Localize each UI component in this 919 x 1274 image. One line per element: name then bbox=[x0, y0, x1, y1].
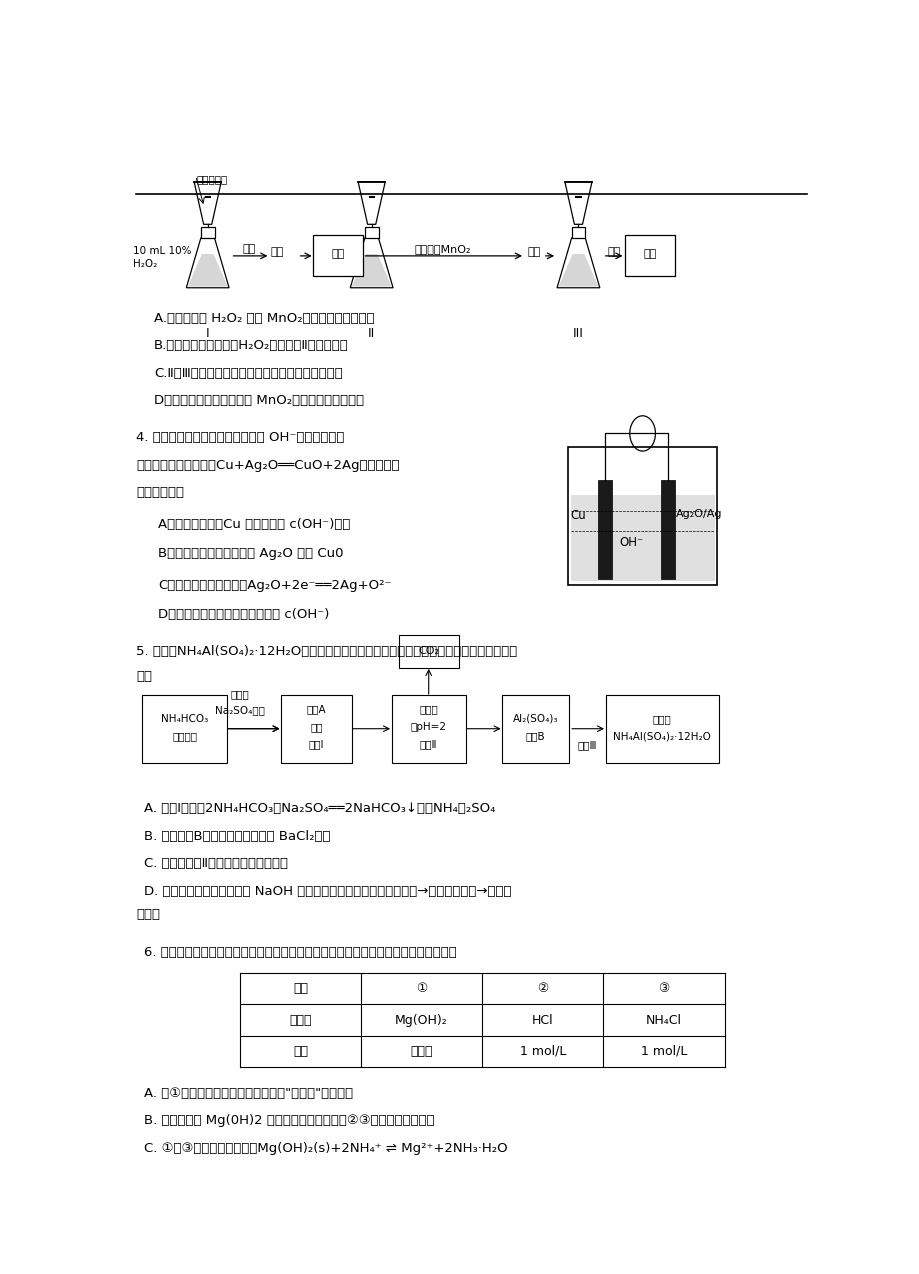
Text: 稀硫酸: 稀硫酸 bbox=[419, 705, 437, 715]
Text: 编号: 编号 bbox=[292, 982, 308, 995]
Text: B. 检验溶液B中阴离子的试剂仅需 BaCl₂溶液: B. 检验溶液B中阴离子的试剂仅需 BaCl₂溶液 bbox=[143, 829, 330, 843]
Text: I: I bbox=[206, 326, 210, 339]
Text: NH₄HCO₃: NH₄HCO₃ bbox=[161, 713, 208, 724]
Bar bbox=[365, 227, 378, 238]
Bar bbox=[570, 496, 714, 581]
Text: C．负极的电极反应为：Ag₂O+2e⁻══2Ag+O²⁻: C．负极的电极反应为：Ag₂O+2e⁻══2Ag+O²⁻ bbox=[158, 578, 391, 591]
Text: 饱和溶液: 饱和溶液 bbox=[172, 731, 197, 741]
Text: Mg(OH)₂: Mg(OH)₂ bbox=[395, 1014, 448, 1027]
Text: 溶液B: 溶液B bbox=[526, 731, 545, 741]
Text: 10 mL 10%: 10 mL 10% bbox=[132, 246, 191, 256]
FancyBboxPatch shape bbox=[312, 236, 363, 276]
Text: ②: ② bbox=[537, 982, 548, 995]
Text: 1 mol/L: 1 mol/L bbox=[641, 1045, 686, 1057]
Text: 过程Ⅱ: 过程Ⅱ bbox=[419, 739, 437, 749]
Text: 现象: 现象 bbox=[642, 248, 655, 259]
Text: 稍过量: 稍过量 bbox=[230, 689, 249, 699]
FancyBboxPatch shape bbox=[624, 236, 675, 276]
Text: A. 过程Ⅰ反应：2NH₄HCO₃＋Na₂SO₄══2NaHCO₃↓＋（NH₄）₂SO₄: A. 过程Ⅰ反应：2NH₄HCO₃＋Na₂SO₄══2NaHCO₃↓＋（NH₄）… bbox=[143, 803, 494, 815]
Text: 悬浊液: 悬浊液 bbox=[410, 1045, 432, 1057]
Text: 调pH=2: 调pH=2 bbox=[410, 722, 447, 731]
Text: ③: ③ bbox=[658, 982, 669, 995]
Text: A．电池工作时，Cu 电极表面的 c(OH⁻)增大: A．电池工作时，Cu 电极表面的 c(OH⁻)增大 bbox=[158, 517, 350, 531]
Polygon shape bbox=[558, 254, 597, 287]
Text: 备注: 备注 bbox=[292, 1045, 308, 1057]
FancyBboxPatch shape bbox=[398, 634, 459, 668]
Text: A. 向①中加入酚酞显红色说明物质的"不溶性"是相对的: A. 向①中加入酚酞显红色说明物质的"不溶性"是相对的 bbox=[143, 1087, 352, 1099]
Text: 观察: 观察 bbox=[270, 247, 283, 257]
Text: 过程Ⅰ: 过程Ⅰ bbox=[309, 739, 323, 749]
Text: 过滤: 过滤 bbox=[310, 722, 323, 731]
Text: 组装: 组装 bbox=[242, 245, 255, 254]
Text: NH₄Cl: NH₄Cl bbox=[645, 1014, 681, 1027]
Text: C. ①、③混合后发生反应：Mg(OH)₂(s)+2NH₄⁺ ⇌ Mg²⁺+2NH₃·H₂O: C. ①、③混合后发生反应：Mg(OH)₂(s)+2NH₄⁺ ⇌ Mg²⁺+2N… bbox=[143, 1142, 506, 1154]
Text: HCl: HCl bbox=[531, 1014, 553, 1027]
Text: A.实验时先加 H₂O₂ 后加 MnO₂有利于增大固液接触: A.实验时先加 H₂O₂ 后加 MnO₂有利于增大固液接触 bbox=[154, 312, 374, 325]
Text: Ag₂O/Ag: Ag₂O/Ag bbox=[675, 510, 721, 519]
Text: NH₄Al(SO₄)₂·12H₂O: NH₄Al(SO₄)₂·12H₂O bbox=[613, 731, 710, 741]
Text: 过程Ⅲ: 过程Ⅲ bbox=[577, 740, 596, 750]
FancyBboxPatch shape bbox=[281, 694, 351, 763]
FancyBboxPatch shape bbox=[142, 694, 227, 763]
Text: B．该电池反应说明氧化性 Ag₂O 强于 Cu0: B．该电池反应说明氧化性 Ag₂O 强于 Cu0 bbox=[158, 548, 343, 561]
Polygon shape bbox=[350, 238, 392, 288]
Text: 加入少量MnO₂: 加入少量MnO₂ bbox=[414, 245, 471, 254]
Text: CO₂: CO₂ bbox=[418, 646, 438, 656]
Text: 说法正确的是: 说法正确的是 bbox=[136, 487, 184, 499]
Text: 观察: 观察 bbox=[607, 247, 620, 257]
Polygon shape bbox=[564, 182, 591, 224]
Polygon shape bbox=[194, 182, 221, 224]
Bar bbox=[200, 227, 214, 238]
Text: Na₂SO₄溶液: Na₂SO₄溶液 bbox=[215, 705, 265, 715]
Text: 现象: 现象 bbox=[331, 248, 345, 259]
Text: 淀消失: 淀消失 bbox=[136, 908, 160, 921]
Polygon shape bbox=[186, 238, 229, 288]
Text: 观察: 观察 bbox=[527, 247, 539, 257]
Text: 5. 铵明矾NH₄Al(SO₄)₂·12H₂O是分析化学常用基准试剂，其制备过程如下。下列分析不正确: 5. 铵明矾NH₄Al(SO₄)₂·12H₂O是分析化学常用基准试剂，其制备过程… bbox=[136, 646, 517, 659]
Bar bbox=[567, 447, 717, 585]
Text: III: III bbox=[573, 326, 584, 339]
Text: Al₂(SO₄)₃: Al₂(SO₄)₃ bbox=[513, 713, 558, 724]
Text: H₂O₂: H₂O₂ bbox=[132, 259, 157, 269]
Bar bbox=[597, 480, 611, 578]
Text: ①: ① bbox=[415, 982, 426, 995]
Text: 4. 目前发明的电动势法检测溶液中 OH⁻浓度的原理如: 4. 目前发明的电动势法检测溶液中 OH⁻浓度的原理如 bbox=[136, 432, 345, 445]
Polygon shape bbox=[187, 254, 227, 287]
Text: Cu: Cu bbox=[570, 510, 585, 522]
Polygon shape bbox=[351, 254, 391, 287]
Text: B.为使实验顺利进行，H₂O₂不宜从图Ⅱ漏斗处加入: B.为使实验顺利进行，H₂O₂不宜从图Ⅱ漏斗处加入 bbox=[154, 339, 348, 353]
Polygon shape bbox=[557, 238, 599, 288]
Text: II: II bbox=[368, 326, 375, 339]
Text: C. 若省略过程Ⅱ则铵明矾产率明显减小: C. 若省略过程Ⅱ则铵明矾产率明显减小 bbox=[143, 857, 288, 870]
FancyBboxPatch shape bbox=[502, 694, 569, 763]
Text: 1 mol/L: 1 mol/L bbox=[519, 1045, 565, 1057]
Text: 图，总反应方程式为：Cu+Ag₂O══CuO+2Ag。下列有关: 图，总反应方程式为：Cu+Ag₂O══CuO+2Ag。下列有关 bbox=[136, 459, 400, 471]
Text: OH⁻: OH⁻ bbox=[619, 536, 643, 549]
Text: 的是: 的是 bbox=[136, 670, 153, 683]
Text: 分散质: 分散质 bbox=[289, 1014, 312, 1027]
FancyBboxPatch shape bbox=[391, 694, 465, 763]
Text: 6. 除了酸以外，某些盐也能溶解沉淀。利用下表三种试剂进行试验，相关分析不正确的: 6. 除了酸以外，某些盐也能溶解沉淀。利用下表三种试剂进行试验，相关分析不正确的 bbox=[143, 945, 456, 958]
Text: D．该电池也可以测量盐酸溶液中 c(OH⁻): D．该电池也可以测量盐酸溶液中 c(OH⁻) bbox=[158, 608, 329, 620]
Text: D．上述流程中不宜先加入 MnO₂再插入带余烬的木条: D．上述流程中不宜先加入 MnO₂再插入带余烬的木条 bbox=[154, 394, 364, 408]
FancyBboxPatch shape bbox=[605, 694, 718, 763]
Text: D. 向铵明矾溶液中逐滴加入 NaOH 溶液先后观察到：刺激性气体逸出→白色沉淀生成→白色沉: D. 向铵明矾溶液中逐滴加入 NaOH 溶液先后观察到：刺激性气体逸出→白色沉淀… bbox=[143, 884, 510, 898]
Text: B. 分别向少量 Mg(0H)2 沉淀中加入适量等体积②③均能快速彻底溶解: B. 分别向少量 Mg(0H)2 沉淀中加入适量等体积②③均能快速彻底溶解 bbox=[143, 1115, 434, 1127]
Polygon shape bbox=[357, 182, 385, 224]
Text: 带余烬木条: 带余烬木条 bbox=[197, 175, 228, 185]
Bar bbox=[660, 480, 675, 578]
Text: 铵明矾: 铵明矾 bbox=[652, 713, 671, 724]
Text: C.Ⅱ、Ⅲ处均可观察到迅速产生大量气泡，余烬复燃: C.Ⅱ、Ⅲ处均可观察到迅速产生大量气泡，余烬复燃 bbox=[154, 367, 343, 380]
Bar bbox=[571, 227, 584, 238]
Text: 滤液A: 滤液A bbox=[306, 705, 326, 715]
